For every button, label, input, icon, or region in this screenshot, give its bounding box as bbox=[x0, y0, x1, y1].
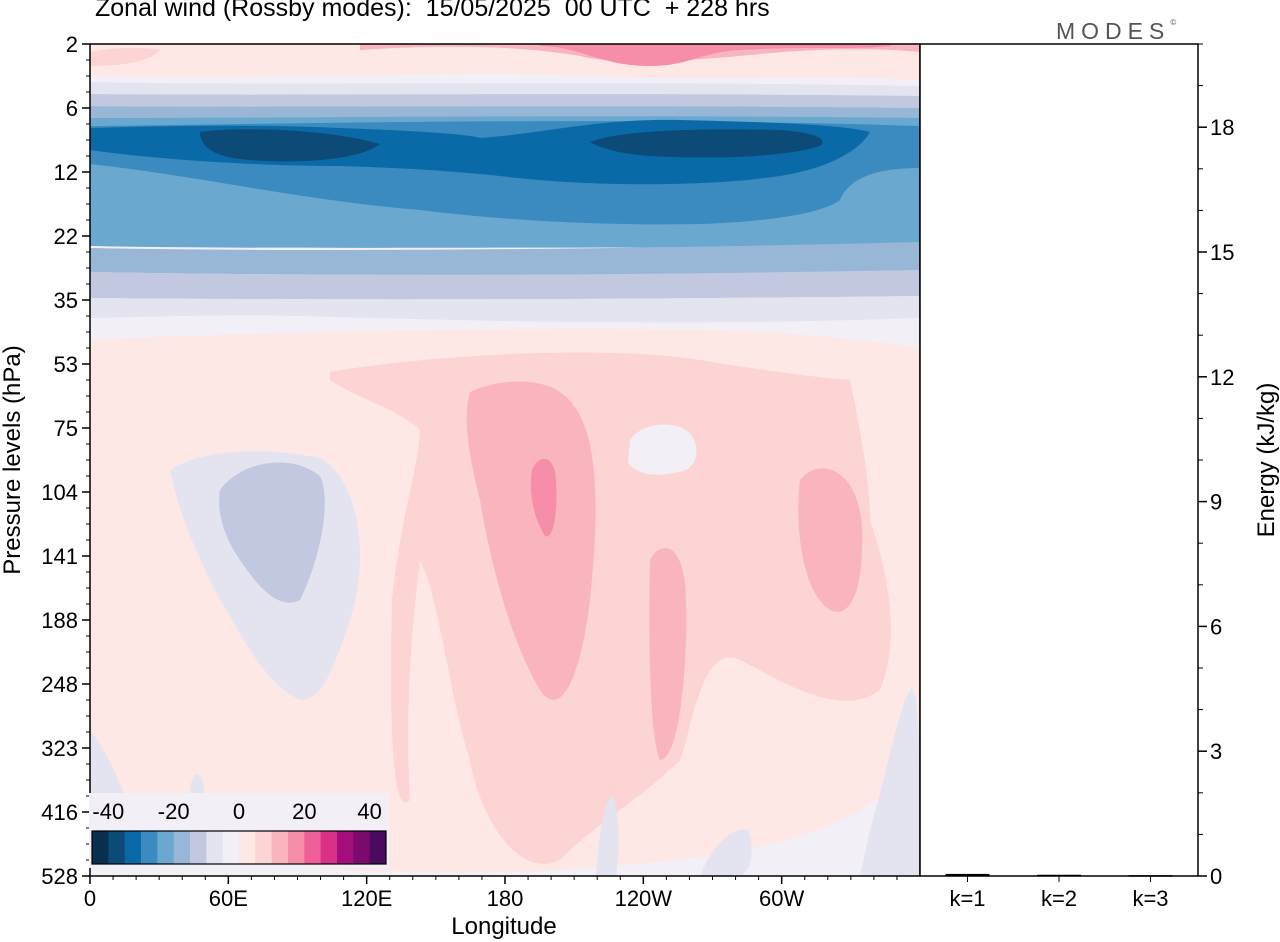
tropo-positive-6 bbox=[798, 468, 863, 612]
y-tick-label: 248 bbox=[41, 672, 78, 697]
legend-swatch bbox=[141, 831, 158, 864]
tropo-negative-2 bbox=[219, 462, 325, 603]
color-legend: -40 -20 0 20 40 bbox=[89, 793, 389, 868]
energy-bar bbox=[1037, 874, 1081, 877]
legend-label: 40 bbox=[357, 799, 381, 824]
tropo-negative-3 bbox=[860, 688, 920, 876]
legend-frame bbox=[91, 830, 387, 865]
tropo-negative-5 bbox=[596, 796, 619, 876]
tropo-positive-3 bbox=[330, 352, 891, 864]
legend-label: -40 bbox=[92, 799, 124, 824]
logo-mark: © bbox=[1170, 18, 1177, 27]
energy-category-label: k=2 bbox=[1041, 886, 1077, 911]
y-tick-label: 22 bbox=[54, 224, 78, 249]
energy-tick-label: 12 bbox=[1210, 365, 1234, 390]
upper-band-3 bbox=[540, 44, 890, 66]
legend-swatch bbox=[337, 831, 354, 864]
tropo-positive-2 bbox=[90, 519, 185, 720]
strat-band-2 bbox=[90, 94, 920, 108]
legend-swatch bbox=[304, 831, 322, 864]
legend-label: 20 bbox=[292, 799, 316, 824]
tropo-positive-4 bbox=[466, 381, 596, 700]
lower-strat-2 bbox=[90, 270, 920, 300]
tropo-gap bbox=[628, 424, 697, 475]
x-tick-label: 120E bbox=[341, 886, 392, 911]
legend-label: 0 bbox=[233, 799, 245, 824]
strat-band-1 bbox=[90, 82, 920, 96]
x-tick-label: 180 bbox=[487, 886, 524, 911]
energy-tick-label: 18 bbox=[1210, 115, 1234, 140]
legend-swatch bbox=[190, 831, 207, 864]
tropo-positive-7 bbox=[530, 458, 557, 537]
energy-tick-label: 15 bbox=[1210, 240, 1234, 265]
energy-bar bbox=[1128, 875, 1173, 877]
energy-axis-label: Energy (kJ/kg) bbox=[1253, 383, 1280, 538]
legend-swatch bbox=[353, 831, 371, 864]
y-tick-label: 6 bbox=[66, 96, 78, 121]
y-tick-label: 53 bbox=[54, 352, 78, 377]
y-tick-label: 75 bbox=[54, 416, 78, 441]
legend-swatch bbox=[222, 831, 240, 864]
x-tick-label: 120W bbox=[615, 886, 673, 911]
energy-bar bbox=[945, 873, 990, 876]
legend-label: -20 bbox=[158, 799, 190, 824]
legend-swatch bbox=[369, 831, 387, 864]
energy-panel bbox=[919, 43, 1199, 877]
y-tick-label: 12 bbox=[54, 160, 78, 185]
legend-swatch bbox=[157, 831, 175, 864]
legend-swatch bbox=[173, 831, 191, 864]
energy-tick-label: 9 bbox=[1210, 490, 1222, 515]
chart-title: Zonal wind (Rossby modes): 15/05/2025 00… bbox=[95, 0, 770, 22]
legend-swatch bbox=[271, 831, 289, 864]
legend-swatch bbox=[92, 831, 109, 864]
energy-category-label: k=1 bbox=[949, 886, 985, 911]
energy-tick-label: 0 bbox=[1210, 864, 1222, 889]
logo-text: MODES bbox=[1056, 18, 1171, 44]
lower-strat-3 bbox=[90, 296, 920, 323]
y-tick-label: 35 bbox=[54, 288, 78, 313]
energy-bars bbox=[945, 873, 1173, 877]
modes-logo: MODES© bbox=[1056, 18, 1176, 45]
y-tick-label: 104 bbox=[41, 480, 78, 505]
jet-core-3 bbox=[200, 129, 380, 162]
tropo-negative-4 bbox=[700, 829, 752, 876]
y-tick-label: 141 bbox=[41, 544, 78, 569]
legend-swatch bbox=[288, 831, 305, 864]
contour-panel bbox=[89, 43, 921, 877]
energy-tick-label: 3 bbox=[1210, 739, 1222, 764]
x-tick-label: 60E bbox=[209, 886, 248, 911]
wind-field bbox=[90, 44, 920, 876]
legend-swatch bbox=[255, 831, 273, 864]
y-tick-label: 528 bbox=[41, 864, 78, 889]
legend-swatch bbox=[206, 831, 224, 864]
legend-swatch bbox=[320, 831, 338, 864]
y-tick-label: 323 bbox=[41, 736, 78, 761]
legend-swatch bbox=[124, 831, 142, 864]
energy-tick-label: 6 bbox=[1210, 614, 1222, 639]
y-axis-label: Pressure levels (hPa) bbox=[0, 345, 26, 574]
x-tick-label: 0 bbox=[84, 886, 96, 911]
y-tick-label: 2 bbox=[66, 32, 78, 57]
energy-category-label: k=3 bbox=[1132, 886, 1168, 911]
x-tick-label: 60W bbox=[759, 886, 804, 911]
legend-swatch bbox=[239, 831, 256, 864]
energy-frame bbox=[919, 43, 1199, 877]
tropo-positive-5 bbox=[649, 548, 687, 760]
lower-strat-1 bbox=[90, 242, 920, 275]
y-tick-label: 188 bbox=[41, 608, 78, 633]
upper-band-4 bbox=[90, 47, 160, 66]
legend-swatch bbox=[108, 831, 126, 864]
y-tick-label: 416 bbox=[41, 800, 78, 825]
x-axis-label: Longitude bbox=[451, 913, 556, 940]
jet-core-4 bbox=[590, 129, 823, 158]
